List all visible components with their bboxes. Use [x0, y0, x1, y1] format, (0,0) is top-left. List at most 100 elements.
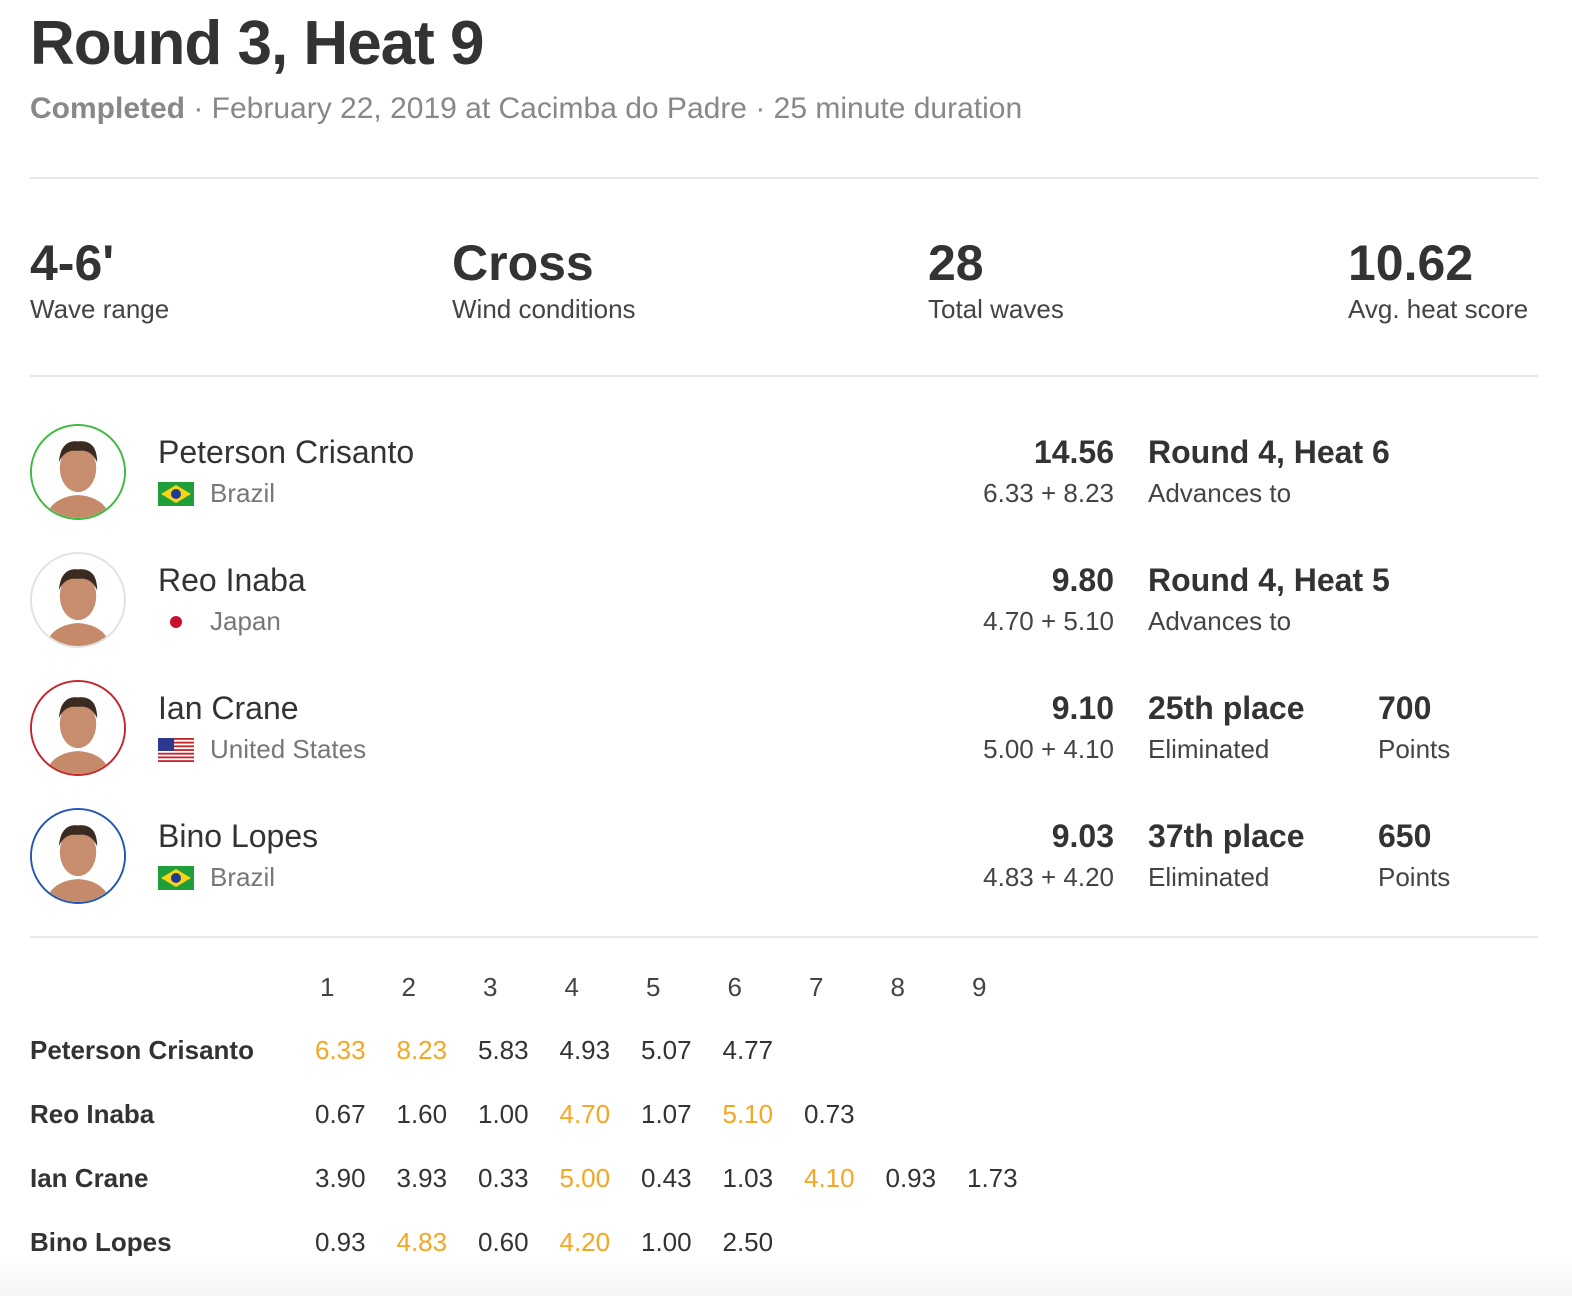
- stat-label: Avg. heat score: [1348, 294, 1529, 324]
- heat-score: 9.03: [1051, 818, 1114, 854]
- wave-score: 0.67: [315, 1099, 366, 1129]
- bottom-fade: [0, 1256, 1572, 1296]
- heat-score: 9.80: [1051, 562, 1114, 598]
- result-label: Advances to: [1148, 606, 1292, 636]
- avatar[interactable]: [30, 552, 126, 648]
- points-label: Points: [1378, 862, 1451, 892]
- wave-score: 3.90: [315, 1163, 366, 1193]
- result: 37th place: [1148, 818, 1305, 854]
- wave-score: 1.00: [478, 1099, 529, 1129]
- wave-score: 4.20: [559, 1227, 611, 1257]
- stat-value: 4-6': [30, 235, 115, 291]
- wave-number-header: 8: [890, 972, 905, 1002]
- wave-score: 2.50: [722, 1227, 774, 1257]
- wave-number-header: 2: [401, 972, 416, 1002]
- wave-score: 3.93: [396, 1163, 448, 1193]
- wave-number-header: 4: [564, 972, 579, 1002]
- page-title: Round 3, Heat 9: [30, 9, 485, 78]
- athlete-row[interactable]: Bino Lopes Brazil 9.03 4.83 + 4.20 37th …: [0, 808, 1572, 908]
- result: Round 4, Heat 5: [1148, 562, 1390, 598]
- stat-total-waves: 28 Total waves: [928, 234, 1064, 325]
- points: 700: [1378, 690, 1432, 726]
- wave-score: 0.33: [478, 1163, 529, 1193]
- brazil-flag-icon: [158, 866, 194, 890]
- athlete-name[interactable]: Reo Inaba: [158, 562, 306, 598]
- divider: [30, 375, 1538, 377]
- heat-score: 9.10: [1051, 690, 1114, 726]
- athlete-row[interactable]: Peterson Crisanto Brazil 14.56 6.33 + 8.…: [0, 424, 1572, 524]
- table-athlete-name: Ian Crane: [30, 1163, 149, 1193]
- japan-flag-icon: [158, 610, 194, 634]
- points: 650: [1378, 818, 1432, 854]
- athlete-country: Brazil: [210, 478, 276, 508]
- athlete-country: United States: [210, 734, 367, 764]
- avatar[interactable]: [30, 424, 126, 520]
- wave-score: 0.93: [315, 1227, 366, 1257]
- table-athlete-name: Reo Inaba: [30, 1099, 155, 1129]
- heat-subtitle: Completed · February 22, 2019 at Cacimba…: [30, 92, 1022, 126]
- counting-waves: 4.70 + 5.10: [983, 606, 1114, 636]
- table-athlete-name: Bino Lopes: [30, 1227, 172, 1257]
- result: Round 4, Heat 6: [1148, 434, 1390, 470]
- status-label: Completed: [30, 92, 186, 125]
- stat-label: Wind conditions: [452, 294, 636, 324]
- result-label: Eliminated: [1148, 862, 1270, 892]
- wave-number-header: 3: [483, 972, 498, 1002]
- wave-number-header: 1: [320, 972, 335, 1002]
- athlete-name[interactable]: Bino Lopes: [158, 818, 319, 854]
- stat-value: Cross: [452, 235, 594, 291]
- wave-number-header: 6: [727, 972, 742, 1002]
- wave-score: 8.23: [396, 1035, 448, 1065]
- result-label: Eliminated: [1148, 734, 1270, 764]
- divider: [30, 936, 1538, 938]
- wave-score: 1.73: [967, 1163, 1018, 1193]
- wave-score: 4.83: [396, 1227, 448, 1257]
- stat-label: Total waves: [928, 294, 1064, 324]
- points-label: Points: [1378, 734, 1451, 764]
- wave-score: 5.10: [722, 1099, 774, 1129]
- stat-wind: Cross Wind conditions: [452, 234, 636, 325]
- wave-score: 0.73: [804, 1099, 855, 1129]
- wave-score: 1.07: [641, 1099, 692, 1129]
- wave-score: 4.93: [559, 1035, 611, 1065]
- wave-score: 4.77: [722, 1035, 774, 1065]
- usa-flag-icon: [158, 738, 194, 762]
- wave-number-header: 7: [809, 972, 824, 1002]
- athlete-country: Brazil: [210, 862, 276, 892]
- athlete-name[interactable]: Ian Crane: [158, 690, 299, 726]
- athlete-name[interactable]: Peterson Crisanto: [158, 434, 415, 470]
- wave-score: 1.00: [641, 1227, 692, 1257]
- stat-label: Wave range: [30, 294, 170, 324]
- wave-score: 4.70: [559, 1099, 611, 1129]
- counting-waves: 6.33 + 8.23: [983, 478, 1114, 508]
- result-label: Advances to: [1148, 478, 1292, 508]
- wave-number-header: 5: [646, 972, 661, 1002]
- heat-details: · February 22, 2019 at Cacimba do Padre …: [185, 92, 1023, 125]
- wave-score: 5.07: [641, 1035, 692, 1065]
- avatar[interactable]: [30, 680, 126, 776]
- wave-score: 5.00: [559, 1163, 611, 1193]
- athlete-country: Japan: [210, 606, 281, 636]
- athlete-row[interactable]: Reo Inaba Japan 9.80 4.70 + 5.10 Round 4…: [0, 552, 1572, 652]
- wave-score: 6.33: [315, 1035, 366, 1065]
- brazil-flag-icon: [158, 482, 194, 506]
- wave-score: 0.43: [641, 1163, 692, 1193]
- wave-score: 1.60: [396, 1099, 448, 1129]
- divider: [30, 177, 1538, 179]
- table-athlete-name: Peterson Crisanto: [30, 1035, 254, 1065]
- athlete-row[interactable]: Ian Crane United States 9.10 5.00 + 4.10…: [0, 680, 1572, 780]
- stat-value: 10.62: [1348, 235, 1474, 291]
- stat-wave-range: 4-6' Wave range: [30, 234, 169, 325]
- wave-score: 1.03: [722, 1163, 774, 1193]
- counting-waves: 5.00 + 4.10: [983, 734, 1114, 764]
- avatar[interactable]: [30, 808, 126, 904]
- wave-score: 4.10: [804, 1163, 855, 1193]
- heat-score: 14.56: [1033, 434, 1114, 470]
- stat-value: 28: [928, 235, 984, 291]
- stat-avg-score: 10.62 Avg. heat score: [1348, 234, 1528, 325]
- wave-score: 5.83: [478, 1035, 529, 1065]
- wave-score: 0.60: [478, 1227, 529, 1257]
- counting-waves: 4.83 + 4.20: [983, 862, 1114, 892]
- result: 25th place: [1148, 690, 1305, 726]
- wave-number-header: 9: [972, 972, 987, 1002]
